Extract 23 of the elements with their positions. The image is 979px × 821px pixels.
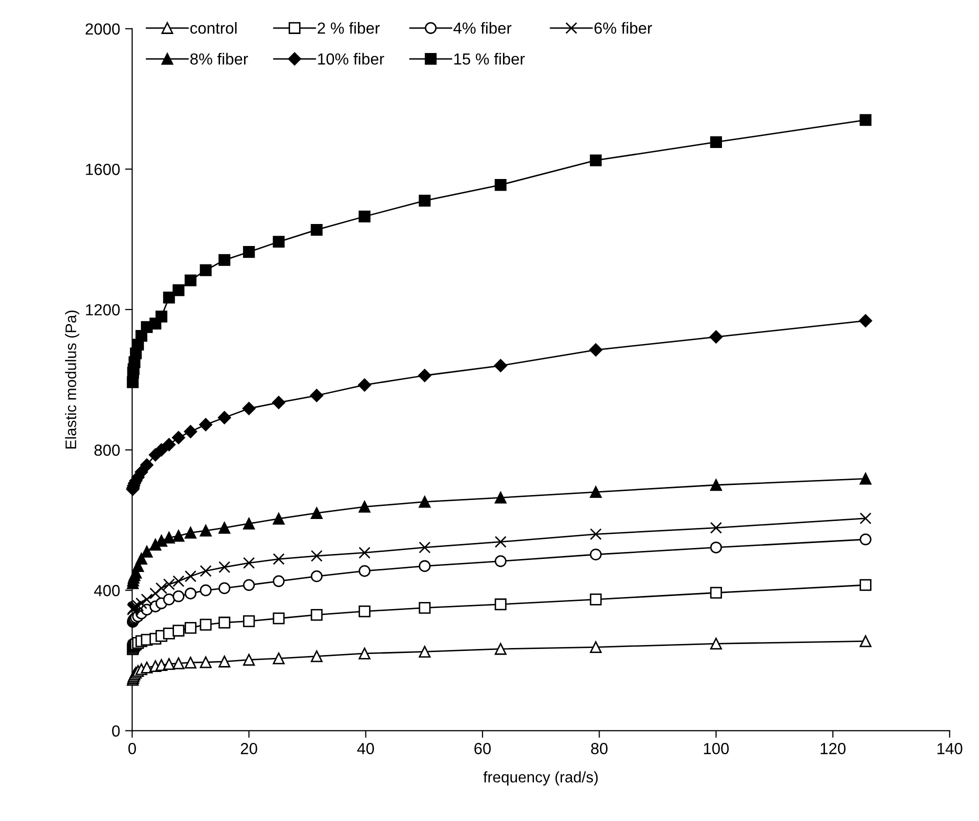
y-tick-label: 0 [112,725,120,737]
legend-label: 15 % fiber [454,52,525,65]
x-tick-label: 120 [820,742,846,754]
y-tick-label: 1200 [86,304,120,316]
legend-label: 2 % fiber [318,22,380,34]
x-tick-label: 0 [128,742,136,754]
x-tick-label: 100 [704,742,729,754]
legend-label: control [190,22,237,34]
x-axis-title: frequency (rad/s) [483,771,598,786]
y-tick-label: 2000 [86,23,120,35]
y-tick-label: 400 [94,584,120,596]
y-axis-title: Elastic modulus (Pa) [65,310,80,449]
legend-label: 8% fiber [190,52,248,65]
y-tick-label: 800 [94,444,120,456]
legend-label: 4% fiber [453,22,512,34]
legend-label: 10% fiber [318,52,384,65]
x-tick-label: 60 [474,742,491,754]
x-tick-label: 40 [357,742,374,754]
x-tick-label: 80 [591,742,608,754]
x-tick-label: 20 [240,742,258,754]
y-tick-label: 1600 [86,164,120,176]
x-tick-label: 140 [938,742,962,754]
legend-label: 6% fiber [594,22,652,34]
